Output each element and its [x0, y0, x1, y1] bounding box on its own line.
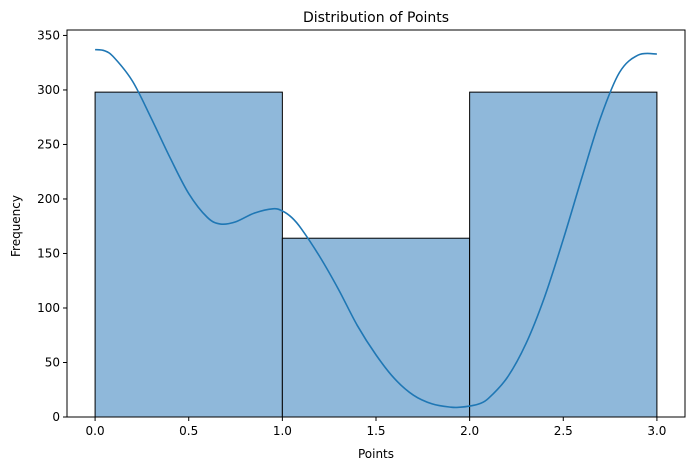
x-tick-label: 0.5 — [179, 424, 198, 438]
y-tick-label: 350 — [37, 28, 60, 42]
x-tick-label: 3.0 — [647, 424, 666, 438]
histogram-bar-3 — [469, 91, 658, 418]
x-axis-ticks: 0.0 0.5 1.0 1.5 2.0 2.5 3.0 — [86, 417, 666, 438]
y-tick-label: 300 — [37, 83, 60, 97]
x-tick-label: 2.5 — [554, 424, 573, 438]
y-tick-label: 50 — [45, 355, 60, 369]
bars-layer — [94, 91, 658, 418]
y-tick-label: 200 — [37, 192, 60, 206]
histogram-bar-2 — [281, 237, 471, 418]
x-tick-label: 1.0 — [273, 424, 292, 438]
x-tick-label: 0.0 — [86, 424, 105, 438]
y-tick-label: 150 — [37, 246, 60, 260]
kde-curve — [94, 48, 657, 409]
x-axis-label: Points — [358, 447, 394, 461]
x-tick-label: 2.0 — [460, 424, 479, 438]
kde-layer — [94, 48, 657, 409]
y-tick-label: 0 — [52, 410, 60, 424]
y-tick-label: 250 — [37, 137, 60, 151]
x-tick-label: 1.5 — [366, 424, 385, 438]
histogram-bar-1 — [94, 91, 283, 418]
y-axis-label: Frequency — [9, 195, 23, 257]
y-tick-label: 100 — [37, 301, 60, 315]
chart-title: Distribution of Points — [303, 10, 449, 26]
y-axis-ticks: 0 50 100 150 200 250 300 350 — [37, 28, 67, 424]
